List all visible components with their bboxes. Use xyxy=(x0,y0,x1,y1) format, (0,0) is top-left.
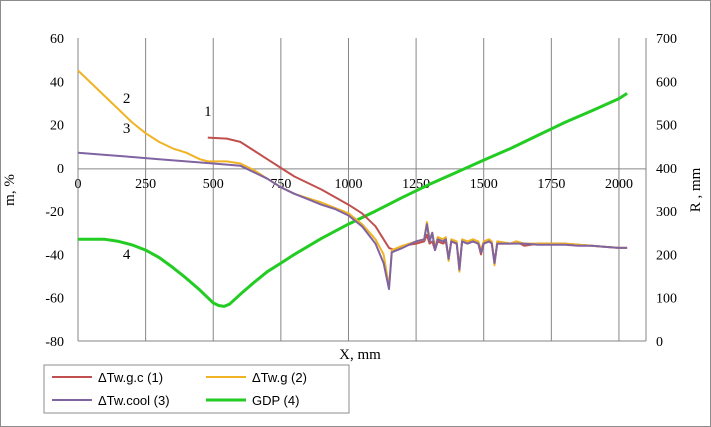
y-left-tick-label: -40 xyxy=(45,248,64,263)
y-left-tick-label: -20 xyxy=(45,205,64,220)
x-tick-label: 500 xyxy=(203,177,224,192)
y-right-tick-label: 0 xyxy=(656,335,663,350)
y-right-tick-label: 100 xyxy=(656,292,677,307)
y-left-tick-label: 40 xyxy=(50,75,64,90)
y-right-tick-label: 500 xyxy=(656,119,677,134)
x-tick-label: 250 xyxy=(135,177,156,192)
y-right-tick-label: 400 xyxy=(656,162,677,177)
legend-box xyxy=(43,364,350,414)
y-right-tick-label: 200 xyxy=(656,248,677,263)
x-tick-label: 1500 xyxy=(470,177,498,192)
x-tick-label: 0 xyxy=(75,177,82,192)
curve-label-3: 3 xyxy=(123,121,131,137)
series-line-1 xyxy=(207,136,628,269)
x-tick-label: 1000 xyxy=(334,177,362,192)
series-line-4 xyxy=(78,92,628,308)
y-left-tick-label: -60 xyxy=(45,292,64,307)
curve-label-4: 4 xyxy=(123,247,131,263)
y-right-tick-label: 600 xyxy=(656,75,677,90)
series-group xyxy=(77,69,628,308)
x-tick-label: 750 xyxy=(270,177,291,192)
legend: ΔTw.g.c (1) ΔTw.g (2) ΔTw.cool (3) GDP (4) xyxy=(43,364,350,414)
y-left-axis-title: m, % xyxy=(2,174,18,206)
x-tick-label: 2000 xyxy=(605,177,633,192)
legend-label-3: ΔTw.cool (3) xyxy=(98,393,170,408)
curve-labels: 1 2 3 4 xyxy=(123,91,212,263)
axes xyxy=(77,38,647,342)
y-right-tick-label: 700 xyxy=(656,32,677,47)
y-left-tick-label: 20 xyxy=(50,119,64,134)
x-tick-label: 1750 xyxy=(537,177,565,192)
legend-label-2: ΔTw.g (2) xyxy=(252,370,307,385)
tick-labels: 0 250 500 750 1000 1250 1500 1750 20006040200-20… xyxy=(45,32,677,350)
series-line-3 xyxy=(77,151,628,291)
curve-label-1: 1 xyxy=(204,104,212,120)
legend-label-4: GDP (4) xyxy=(252,393,299,408)
y-right-tick-label: 300 xyxy=(656,205,677,220)
x-axis-title: X, mm xyxy=(339,347,381,363)
curve-label-2: 2 xyxy=(123,91,131,107)
y-right-axis-title: R , mm xyxy=(688,167,704,212)
y-left-tick-label: 0 xyxy=(57,162,64,177)
legend-label-1: ΔTw.g.c (1) xyxy=(98,370,163,385)
y-left-tick-label: 60 xyxy=(50,32,64,47)
y-left-tick-label: -80 xyxy=(45,335,64,350)
